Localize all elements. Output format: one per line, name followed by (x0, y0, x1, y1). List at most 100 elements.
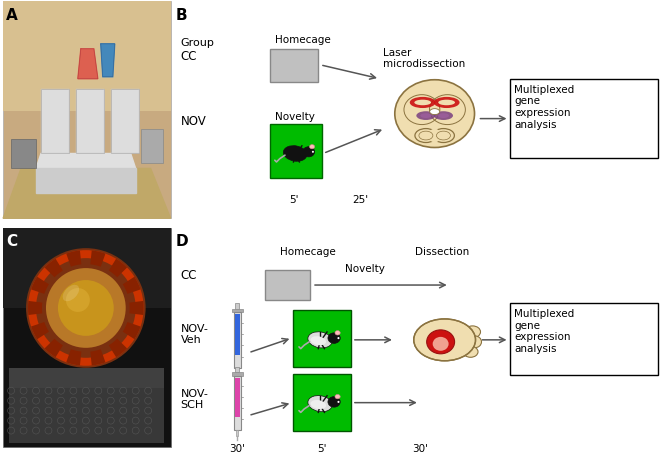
Circle shape (36, 258, 136, 358)
Bar (41, 90, 69, 154)
Wedge shape (109, 339, 127, 358)
Text: Novelty: Novelty (275, 111, 315, 121)
Wedge shape (66, 349, 82, 366)
Ellipse shape (427, 330, 455, 354)
Bar (76, 90, 104, 154)
Ellipse shape (468, 336, 482, 348)
Ellipse shape (415, 129, 437, 143)
Bar (232, 373, 243, 376)
Bar (235, 368, 240, 373)
Wedge shape (31, 322, 49, 339)
Bar (111, 90, 138, 154)
Circle shape (337, 337, 340, 339)
Ellipse shape (438, 101, 455, 106)
Ellipse shape (429, 109, 440, 116)
Ellipse shape (429, 129, 441, 143)
Ellipse shape (395, 81, 474, 148)
Bar (270, 50, 318, 82)
Bar (265, 270, 310, 300)
Ellipse shape (310, 145, 314, 150)
Bar (9, 368, 164, 443)
Ellipse shape (335, 331, 341, 335)
Bar (234, 376, 241, 430)
Polygon shape (78, 50, 98, 80)
Text: C: C (6, 234, 17, 249)
Text: Homecage: Homecage (280, 247, 336, 257)
Ellipse shape (310, 336, 326, 345)
Wedge shape (109, 259, 127, 278)
Text: Group: Group (181, 38, 214, 48)
Bar (111, 90, 138, 154)
Bar (9, 388, 164, 443)
Text: Multiplexed
gene
expression
analysis: Multiplexed gene expression analysis (514, 85, 575, 129)
Polygon shape (36, 154, 136, 169)
Bar (76, 90, 104, 154)
Bar (293, 310, 351, 367)
Bar (11, 139, 36, 169)
Bar (3, 2, 171, 219)
Ellipse shape (409, 98, 436, 109)
Bar (3, 229, 171, 448)
Bar (236, 368, 238, 375)
Ellipse shape (463, 347, 478, 358)
Bar (236, 430, 238, 436)
Text: SCH: SCH (181, 399, 204, 409)
Ellipse shape (416, 112, 436, 121)
Ellipse shape (438, 114, 449, 119)
Wedge shape (28, 301, 42, 315)
Bar (510, 303, 658, 375)
Ellipse shape (434, 112, 453, 121)
Bar (234, 312, 241, 368)
Circle shape (337, 401, 340, 403)
Text: B: B (175, 8, 187, 23)
Wedge shape (90, 251, 106, 267)
Wedge shape (45, 339, 63, 358)
Text: 25': 25' (352, 195, 368, 205)
Text: Novelty: Novelty (345, 263, 385, 273)
Circle shape (46, 268, 126, 348)
Text: Dissection: Dissection (415, 247, 469, 257)
Bar (293, 374, 351, 430)
Wedge shape (122, 322, 140, 339)
Ellipse shape (413, 319, 476, 361)
Text: CC: CC (181, 50, 197, 63)
Ellipse shape (328, 397, 341, 407)
Bar (235, 379, 240, 417)
Ellipse shape (63, 285, 79, 302)
Wedge shape (122, 277, 140, 294)
Bar (3, 229, 171, 308)
Bar (232, 309, 243, 312)
Ellipse shape (434, 98, 460, 109)
Text: 5': 5' (290, 195, 299, 205)
Text: D: D (175, 234, 188, 249)
Ellipse shape (308, 396, 332, 412)
Ellipse shape (433, 337, 449, 351)
Polygon shape (36, 169, 136, 194)
Text: Veh: Veh (181, 334, 201, 344)
Bar (41, 90, 69, 154)
Polygon shape (3, 169, 171, 219)
Bar (235, 304, 240, 309)
Text: Multiplexed
gene
expression
analysis: Multiplexed gene expression analysis (514, 308, 575, 353)
Ellipse shape (308, 332, 332, 348)
Text: 30': 30' (411, 443, 427, 453)
Ellipse shape (464, 326, 480, 338)
Circle shape (28, 251, 144, 366)
Bar (235, 315, 240, 355)
Text: NOV-: NOV- (181, 323, 208, 333)
Text: A: A (6, 8, 18, 23)
Wedge shape (31, 277, 49, 294)
Ellipse shape (420, 114, 432, 119)
Bar (140, 129, 163, 164)
Ellipse shape (303, 147, 314, 157)
Ellipse shape (284, 147, 307, 162)
Circle shape (312, 152, 314, 153)
Circle shape (26, 248, 146, 368)
Text: Laser
microdissection: Laser microdissection (383, 48, 465, 69)
Ellipse shape (328, 333, 341, 344)
Ellipse shape (310, 400, 326, 409)
Wedge shape (45, 259, 63, 278)
Text: NOV: NOV (181, 114, 206, 127)
Wedge shape (90, 349, 106, 366)
Bar (3, 2, 171, 111)
